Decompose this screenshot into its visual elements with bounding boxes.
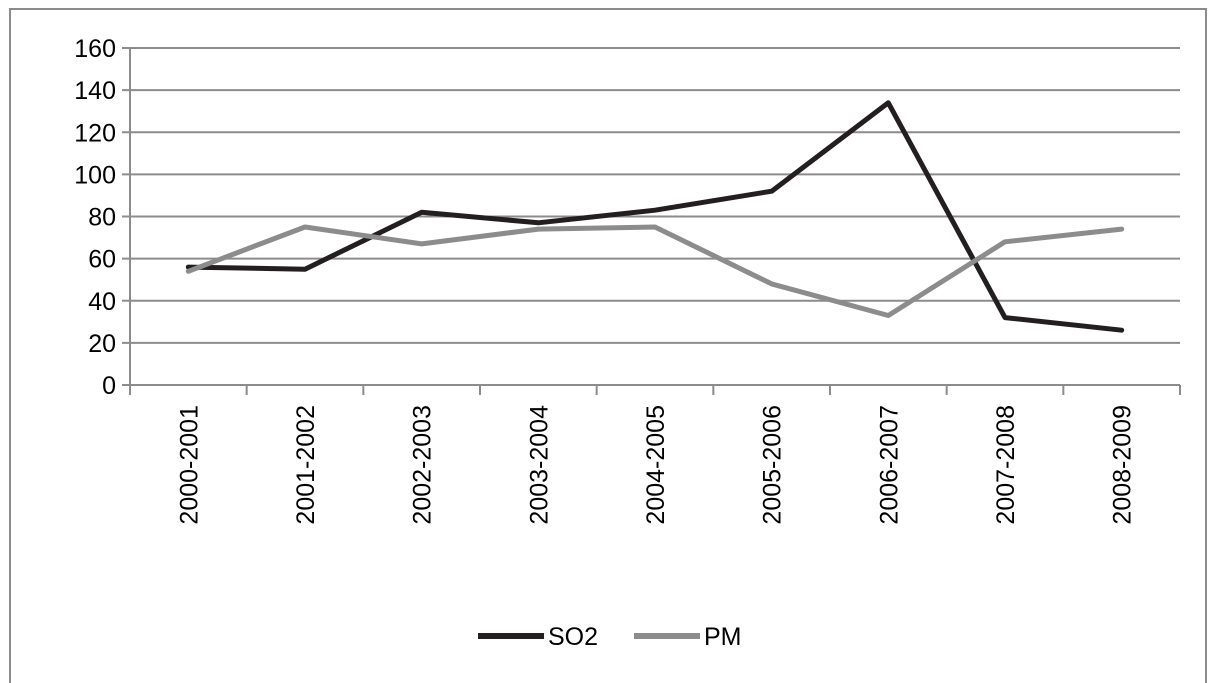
x-tick-label-2003-2004: 2003-2004: [525, 405, 553, 525]
gridlines: [122, 47, 1181, 395]
x-tick-label-2004-2005: 2004-2005: [642, 405, 670, 525]
series-lines: [185, 100, 1125, 333]
legend-label-pm: PM: [704, 623, 742, 651]
chart-frame: [9, 8, 1207, 683]
x-tick-label-2008-2009: 2008-2009: [1109, 405, 1137, 525]
y-tick-label-0: 0: [102, 372, 116, 400]
y-tick-label-40: 40: [88, 288, 116, 316]
y-tick-label-20: 20: [88, 330, 116, 358]
y-tick-labels: 0 20 40 60 80 100 120 140 160: [74, 35, 116, 400]
x-tick-labels: 2000-2001 2001-2002 2002-2003 2003-2004 2004…: [175, 405, 1136, 525]
y-tick-label-120: 120: [74, 119, 116, 147]
x-tick-label-2007-2008: 2007-2008: [992, 405, 1020, 525]
x-tick-label-2005-2006: 2005-2006: [759, 405, 787, 525]
y-tick-label-80: 80: [88, 204, 116, 232]
x-tick-label-2006-2007: 2006-2007: [875, 405, 903, 525]
legend: SO2 PM: [478, 623, 742, 651]
x-tick-label-2001-2002: 2001-2002: [292, 405, 320, 525]
y-tick-label-140: 140: [74, 77, 116, 105]
y-tick-label-160: 160: [74, 35, 116, 63]
x-tick-label-2002-2003: 2002-2003: [409, 405, 437, 525]
y-tick-label-100: 100: [74, 161, 116, 189]
x-tick-label-2000-2001: 2000-2001: [175, 405, 203, 525]
axes: [129, 48, 1180, 386]
y-tick-label-60: 60: [88, 246, 116, 274]
legend-label-so2: SO2: [548, 623, 598, 651]
